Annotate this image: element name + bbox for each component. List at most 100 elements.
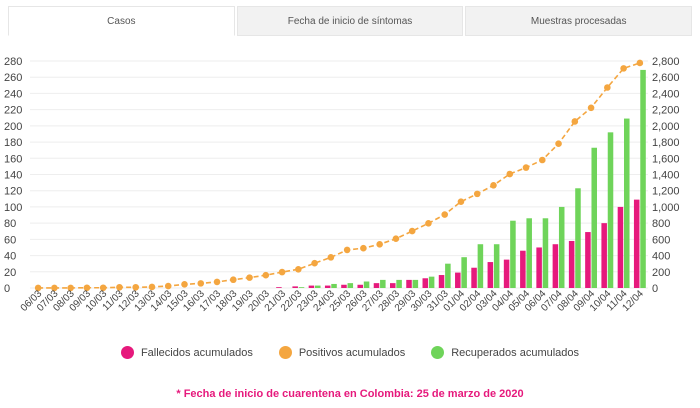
point-positivos [343,246,351,254]
legend-item-positivos[interactable]: Positivos acumulados [278,346,406,359]
y-left-tick-label: 40 [4,251,16,263]
legend-label-recuperados: Recuperados acumulados [451,346,580,359]
point-positivos [408,227,416,235]
tab-muestras-procesadas[interactable]: Muestras procesadas [465,6,693,36]
bar-recuperados [607,132,614,288]
point-positivos [164,282,172,290]
positivos-line [34,59,644,292]
bar-recuperados [331,283,337,288]
bar-recuperados [640,69,646,289]
y-axis-right: 0 200 400 600 800 1,000 1,200 1,400 1,600 1,800 2,… [652,56,680,295]
y-right-tick-label: 1,400 [652,170,680,182]
y-left-tick-label: 240 [4,88,22,100]
legend-label-fallecidos: Fallecidos acumulados [140,346,253,359]
bar-fallecidos [373,283,380,288]
legend-item-recuperados[interactable]: Recuperados acumulados [431,346,579,359]
y-right-tick-label: 2,800 [652,56,680,68]
legend-swatch-recuperados [431,346,445,359]
legend-label-positivos: Positivos acumulados [298,346,406,359]
bar-recuperados [445,263,451,288]
bar-recuperados [591,147,598,288]
bar-fallecidos [503,259,510,288]
tab-fecha-inicio-sintomas[interactable]: Fecha de inicio de síntomas [236,6,464,36]
point-positivos [425,220,432,227]
point-positivos [587,104,595,112]
bar-recuperados [526,218,532,288]
bar-recuperados [315,285,321,288]
bar-recuperados [363,281,370,288]
point-positivos [311,259,318,267]
bar-recuperados [624,118,630,288]
legend-item-fallecidos[interactable]: Fallecidos acumulados [120,346,253,359]
point-positivos [376,241,383,248]
bar-fallecidos [406,279,412,288]
bar-series [276,69,646,289]
tab-casos[interactable]: Casos [8,6,235,36]
bar-fallecidos [617,206,624,288]
y-left-tick-label: 160 [4,153,22,165]
bar-recuperados [412,279,419,288]
bar-recuperados [347,283,354,288]
bar-fallecidos [601,223,607,288]
point-positivos [522,164,530,171]
bar-fallecidos [422,278,429,288]
point-positivos [473,190,481,198]
y-left-tick-label: 200 [4,121,22,133]
bar-recuperados [558,206,565,288]
point-positivos [636,59,644,67]
bar-fallecidos [633,199,640,288]
point-positivos [51,284,58,292]
bar-fallecidos [536,247,542,288]
y-left-tick-label: 280 [4,56,22,68]
point-positivos [197,280,205,287]
point-positivos [360,244,367,252]
y-left-tick-label: 260 [4,72,22,84]
point-positivos [295,265,302,273]
point-positivos [457,198,465,205]
legend: Fallecidos acumulados Positivos acumulad… [0,346,700,359]
bar-fallecidos [487,262,494,288]
bar-recuperados [298,287,305,288]
bar-fallecidos [308,285,315,288]
bar-fallecidos [568,240,575,288]
y-right-tick-label: 1,000 [652,202,680,214]
point-positivos [229,276,237,284]
y-left-tick-label: 80 [4,218,16,230]
y-right-tick-label: 1,200 [652,186,680,198]
point-positivos [278,268,286,276]
point-positivos [99,284,107,292]
y-right-tick-label: 200 [652,267,670,279]
point-positivos [116,283,123,291]
bar-fallecidos [357,284,363,288]
bar-fallecidos [341,284,347,288]
bar-recuperados [461,257,467,288]
bar-recuperados [380,279,386,288]
y-left-tick-label: 100 [4,202,22,214]
bar-recuperados [493,244,500,288]
bar-recuperados [396,279,402,288]
point-positivos [34,284,42,292]
point-positivos [148,283,156,291]
y-right-tick-label: 2,600 [652,72,680,84]
y-right-tick-label: 2,400 [652,88,680,100]
line-positivos [38,62,641,289]
point-positivos [538,156,546,164]
bar-fallecidos [455,272,461,288]
bar-fallecidos [552,244,559,288]
bar-fallecidos [585,232,591,288]
y-left-tick-label: 60 [4,234,16,246]
point-positivos [181,281,188,288]
y-left-tick-label: 20 [4,267,16,279]
legend-swatch-fallecidos [120,346,134,359]
point-positivos [571,118,579,125]
tab-bar: Casos Fecha de inicio de síntomas Muestr… [8,6,693,36]
point-positivos [392,235,400,243]
point-positivos [132,283,140,291]
y-left-tick-label: 180 [4,137,22,149]
bar-fallecidos [520,250,526,288]
bar-fallecidos [471,267,477,288]
point-positivos [67,284,74,292]
bar-recuperados [542,218,549,288]
bar-recuperados [510,220,516,288]
